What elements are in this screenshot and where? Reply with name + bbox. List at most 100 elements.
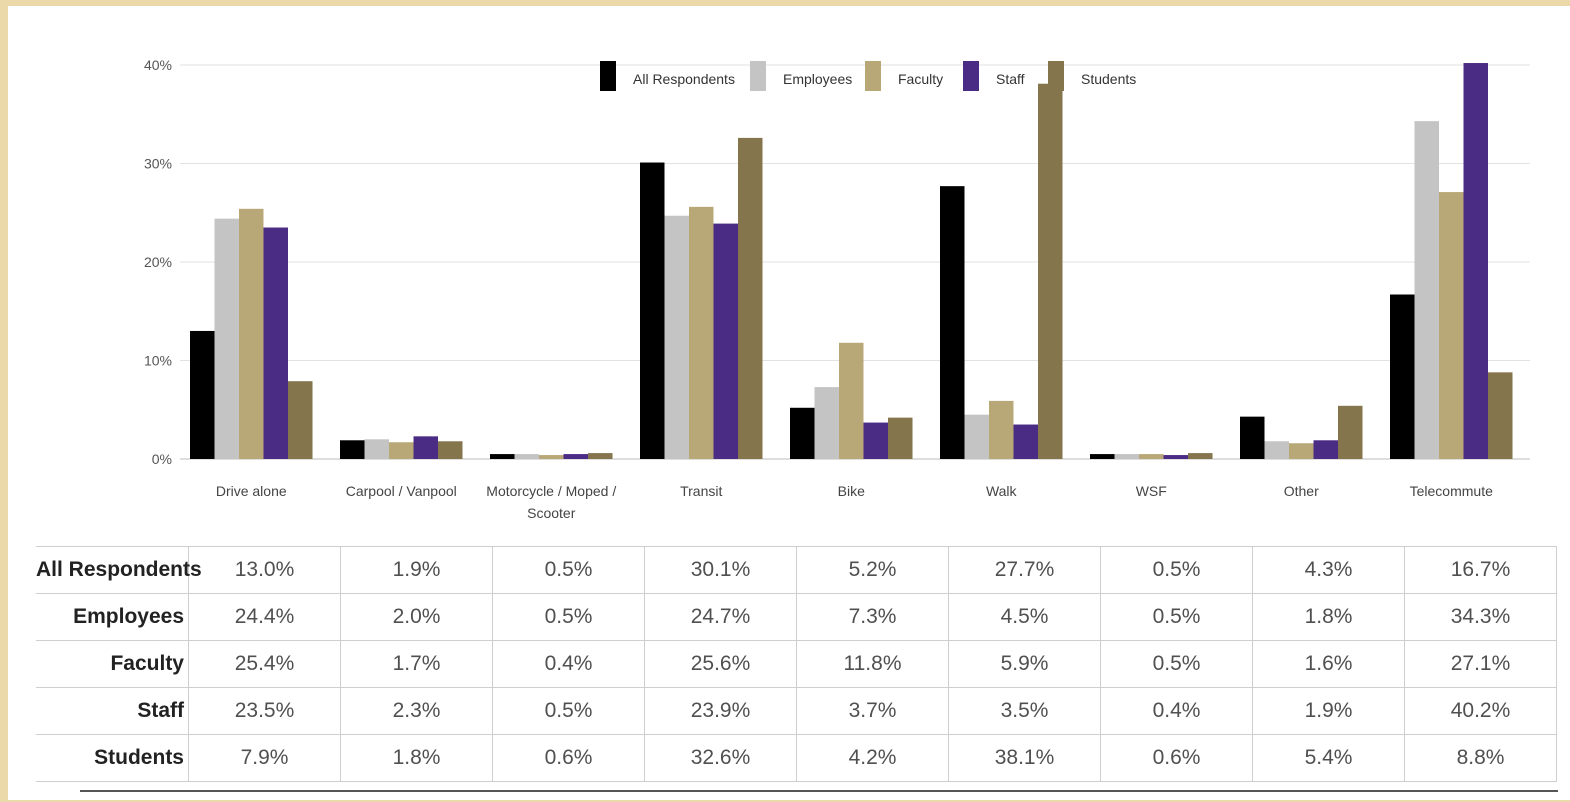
x-tick-label: Other (1284, 483, 1319, 499)
table-cell: 0.5% (492, 593, 645, 641)
bar-chart: 0% 10% 20% 30% 40% Drive alone Carpool / Vanp… (144, 57, 1530, 521)
table-cell: 13.0% (188, 546, 341, 594)
bar (214, 218, 239, 459)
bar (888, 417, 913, 459)
bar (738, 137, 763, 459)
table-cell: 3.5% (948, 687, 1101, 735)
table-cell: 2.3% (340, 687, 493, 735)
table-row: Staff 23.5% 2.3% 0.5% 23.9% 3.7% 3.5% 0.4% 1.9% 4… (36, 687, 1557, 735)
legend-swatch (963, 61, 979, 91)
bar (1414, 121, 1439, 460)
bottom-divider (80, 790, 1558, 792)
x-tick-label: Walk (986, 483, 1018, 499)
table-cell: 24.4% (188, 593, 341, 641)
table-cell: 4.5% (948, 593, 1101, 641)
bar (340, 440, 365, 459)
bar (940, 186, 965, 459)
table-cell: 0.6% (492, 734, 645, 782)
table-cell: 1.8% (340, 734, 493, 782)
x-tick-label: Transit (680, 483, 722, 499)
legend-label: Staff (996, 71, 1025, 87)
table-cell: 0.5% (1100, 546, 1253, 594)
bar (1188, 453, 1213, 459)
bar (364, 439, 389, 459)
table-cell: 1.9% (340, 546, 493, 594)
table-cell: 1.9% (1252, 687, 1405, 735)
legend-label: Employees (783, 71, 852, 87)
x-axis-labels: Drive alone Carpool / Vanpool Motorcycle /… (216, 483, 1493, 521)
bar (1013, 424, 1038, 459)
bar (1139, 454, 1164, 459)
table-cell: 0.6% (1100, 734, 1253, 782)
legend-swatch (1048, 61, 1064, 91)
bar (713, 223, 738, 459)
x-tick-label: Bike (838, 483, 865, 499)
table-cell: 40.2% (1404, 687, 1557, 735)
x-tick-label: Carpool / Vanpool (346, 483, 457, 499)
legend-label: Faculty (898, 71, 943, 87)
bar (689, 206, 714, 459)
x-tick-label: Drive alone (216, 483, 287, 499)
table-cell: 7.9% (188, 734, 341, 782)
table-cell: 4.3% (1252, 546, 1405, 594)
y-tick-label: 10% (144, 353, 172, 369)
legend-label: All Respondents (633, 71, 735, 87)
bar (989, 400, 1014, 459)
table-row: Students 7.9% 1.8% 0.6% 32.6% 4.2% 38.1% 0.6% 5.… (36, 734, 1557, 782)
table-cell: 5.4% (1252, 734, 1405, 782)
table-cell: 25.4% (188, 640, 341, 688)
table-cell: 5.9% (948, 640, 1101, 688)
row-header: Students (36, 734, 189, 782)
bar (490, 454, 515, 459)
table-cell: 1.6% (1252, 640, 1405, 688)
x-tick-label: Motorcycle / Moped / (486, 483, 616, 499)
bar (1313, 440, 1338, 459)
table-cell: 0.4% (492, 640, 645, 688)
table-cell: 2.0% (340, 593, 493, 641)
y-tick-label: 30% (144, 156, 172, 172)
bar (588, 453, 613, 459)
row-header: All Respondents (36, 546, 202, 594)
bar (514, 454, 539, 459)
bar (964, 414, 989, 459)
table-cell: 34.3% (1404, 593, 1557, 641)
table-cell: 32.6% (644, 734, 797, 782)
bar (288, 381, 313, 459)
table-cell: 1.7% (340, 640, 493, 688)
row-header: Faculty (36, 640, 189, 688)
bar (1338, 405, 1363, 459)
bar (563, 454, 588, 459)
legend-swatch (865, 61, 881, 91)
table-row: Employees 24.4% 2.0% 0.5% 24.7% 7.3% 4.5% 0.5% 1… (36, 593, 1557, 641)
bar (1163, 455, 1188, 459)
bar (239, 208, 264, 459)
bar (1240, 416, 1265, 459)
x-tick-label: Scooter (527, 505, 576, 521)
bar (1439, 192, 1464, 459)
table-row: All Respondents 13.0% 1.9% 0.5% 30.1% 5.2% 27.… (36, 546, 1557, 594)
y-tick-label: 20% (144, 254, 172, 270)
table-cell: 3.7% (796, 687, 949, 735)
table-cell: 0.5% (1100, 640, 1253, 688)
bar (1264, 441, 1289, 459)
row-header: Employees (36, 593, 189, 641)
table-cell: 25.6% (644, 640, 797, 688)
y-tick-label: 0% (152, 451, 172, 467)
bar (389, 442, 414, 459)
bar (839, 342, 864, 459)
bar (438, 441, 463, 459)
bar (664, 215, 689, 459)
bar (1390, 294, 1415, 459)
table-cell: 8.8% (1404, 734, 1557, 782)
table-cell: 7.3% (796, 593, 949, 641)
y-tick-label: 40% (144, 57, 172, 73)
table-cell: 30.1% (644, 546, 797, 594)
table-cell: 4.2% (796, 734, 949, 782)
table-row: Faculty 25.4% 1.7% 0.4% 25.6% 11.8% 5.9% 0.5% 1.… (36, 640, 1557, 688)
table-cell: 23.5% (188, 687, 341, 735)
bars (190, 63, 1513, 460)
bar (1488, 372, 1513, 459)
bar (814, 387, 839, 459)
bar (1090, 454, 1115, 459)
table-cell: 11.8% (796, 640, 949, 688)
